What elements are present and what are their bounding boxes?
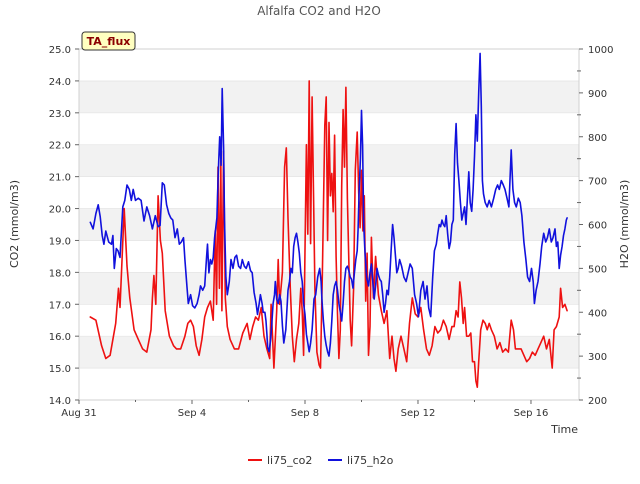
- series-line-li75_co2: [89, 80, 568, 389]
- grid-band: [78, 367, 580, 401]
- left-tick-label: 16.0: [49, 332, 71, 343]
- legend-label-co2: li75_co2: [267, 454, 312, 467]
- right-tick-label: 400: [588, 308, 607, 319]
- x-tick-label: Sep 12: [401, 408, 436, 419]
- x-tick-label: Aug 31: [61, 408, 96, 419]
- x-tick-label: Sep 8: [291, 408, 319, 419]
- right-tick-label: 300: [588, 352, 607, 363]
- badge-box: [81, 31, 136, 51]
- grid-band: [78, 208, 580, 241]
- left-tick-label: 14.0: [49, 396, 71, 407]
- grid-band: [78, 80, 580, 114]
- x-axis: Aug 31 Sep 4 Sep 8 Sep 12 Sep 16: [61, 400, 548, 419]
- right-tick-label: 800: [588, 133, 607, 144]
- series-line-li75_h2o: [89, 52, 568, 357]
- right-tick-label: 900: [588, 89, 607, 100]
- right-axis-label: H2O (mmol/m3): [618, 180, 631, 269]
- left-tick-label: 22.0: [49, 141, 71, 152]
- x-tick-label: Sep 16: [514, 408, 549, 419]
- left-tick-label: 18.0: [49, 268, 71, 279]
- right-tick-label: 200: [588, 396, 607, 407]
- left-tick-label: 15.0: [49, 364, 71, 375]
- left-axis-label: CO2 (mmol/m3): [8, 180, 21, 268]
- left-tick-label: 17.0: [49, 300, 71, 311]
- series-layer: [89, 52, 568, 389]
- badge-label: TA_flux: [87, 35, 131, 48]
- grid-band: [78, 48, 580, 82]
- x-tick-label: Sep 4: [178, 408, 206, 419]
- left-axis: 14.0 15.0 16.0 17.0 18.0 19.0 20.0 21.0 22.0 23.0…: [49, 45, 79, 407]
- left-tick-label: 25.0: [49, 45, 71, 56]
- right-tick-label: 600: [588, 221, 607, 232]
- right-axis: 200 300 400 500 600 700 800 900 1000: [577, 45, 613, 407]
- x-axis-label: Time: [550, 423, 578, 436]
- grid-band: [78, 240, 580, 273]
- grid-band: [78, 272, 580, 305]
- left-tick-label: 19.0: [49, 236, 71, 247]
- ta-flux-badge: TA_flux: [81, 31, 136, 51]
- right-tick-label: 1000: [588, 45, 613, 56]
- legend: li75_co2 li75_h2o: [248, 454, 394, 467]
- legend-label-h2o: li75_h2o: [347, 454, 394, 467]
- left-tick-label: 21.0: [49, 173, 71, 184]
- right-tick-label: 700: [588, 177, 607, 188]
- left-tick-label: 23.0: [49, 109, 71, 120]
- right-tick-label: 500: [588, 264, 607, 275]
- left-tick-label: 20.0: [49, 205, 71, 216]
- chart-title: Alfalfa CO2 and H2O: [257, 4, 381, 18]
- grid-band: [78, 303, 580, 337]
- grid-bands: [78, 48, 580, 401]
- left-tick-label: 24.0: [49, 77, 71, 88]
